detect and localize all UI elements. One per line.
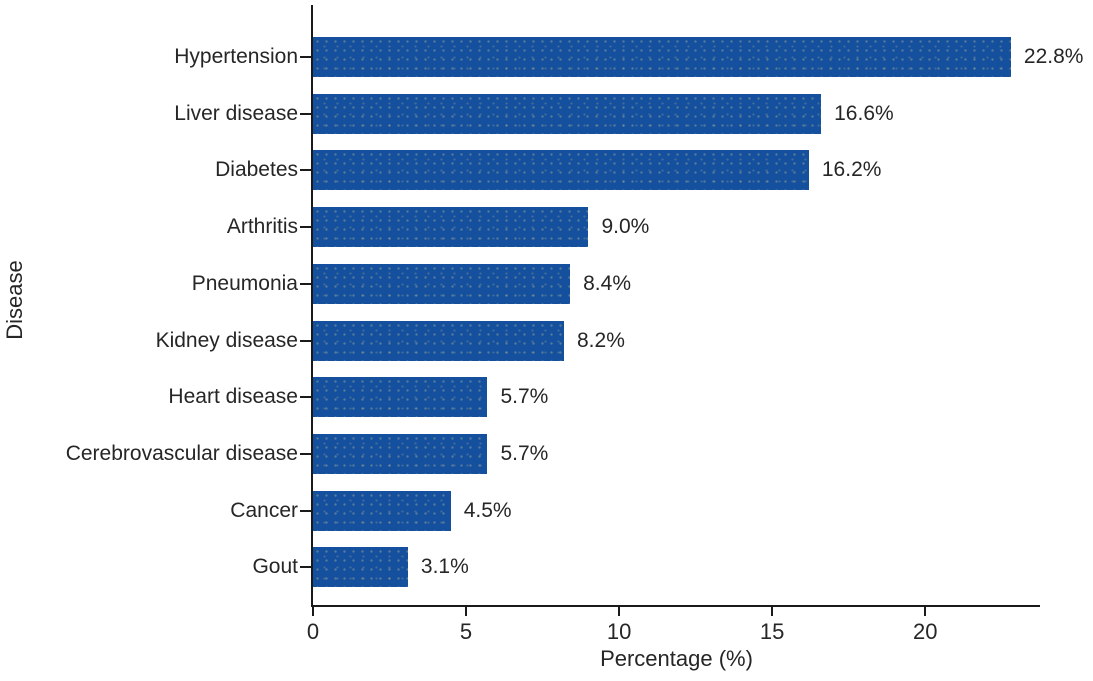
x-tick-label: 10 bbox=[606, 619, 632, 644]
value-label: 3.1% bbox=[420, 555, 469, 579]
bar bbox=[313, 150, 809, 191]
value-label: 4.5% bbox=[463, 498, 512, 522]
category-label: Kidney disease bbox=[155, 328, 298, 352]
x-tick bbox=[465, 607, 468, 616]
x-axis-line bbox=[311, 605, 1040, 607]
bar bbox=[313, 490, 451, 531]
value-label: 22.8% bbox=[1023, 45, 1084, 68]
bar bbox=[313, 207, 589, 248]
category-label: Cancer bbox=[230, 498, 298, 522]
y-tick bbox=[300, 566, 311, 569]
x-axis-title: Percentage (%) bbox=[600, 646, 753, 671]
category-label: Arthritis bbox=[226, 215, 298, 239]
y-tick bbox=[300, 56, 311, 58]
bar bbox=[313, 263, 571, 304]
category-label: Cerebrovascular disease bbox=[65, 441, 298, 465]
value-label: 5.7% bbox=[500, 441, 549, 465]
category-label: Liver disease bbox=[174, 101, 298, 125]
value-label: 8.4% bbox=[583, 271, 631, 295]
x-tick-label: 5 bbox=[459, 619, 473, 644]
bar bbox=[313, 433, 488, 474]
value-label: 16.2% bbox=[821, 158, 882, 182]
category-label: Gout bbox=[252, 555, 298, 579]
y-tick bbox=[300, 226, 311, 229]
x-tick bbox=[312, 607, 314, 616]
y-tick bbox=[300, 169, 311, 172]
category-label: Pneumonia bbox=[191, 271, 298, 295]
category-label: Diabetes bbox=[215, 158, 298, 182]
y-tick bbox=[300, 282, 311, 285]
value-label: 9.0% bbox=[601, 215, 650, 239]
x-tick bbox=[771, 607, 774, 616]
x-tick bbox=[924, 607, 927, 616]
value-label: 8.2% bbox=[577, 328, 625, 352]
bar bbox=[313, 547, 408, 588]
y-tick bbox=[300, 509, 311, 512]
y-tick bbox=[300, 452, 311, 455]
x-tick bbox=[618, 607, 621, 616]
y-axis-line bbox=[311, 5, 313, 607]
bar bbox=[313, 320, 564, 361]
category-label: Heart disease bbox=[168, 385, 298, 409]
bar bbox=[313, 377, 488, 418]
plot-area: Hypertension 22.8% Liver disease 16.6% Diabe… bbox=[66, 5, 1083, 644]
x-tick-label: 0 bbox=[306, 619, 320, 644]
bar bbox=[313, 37, 1011, 77]
value-label: 16.6% bbox=[834, 101, 894, 125]
y-tick bbox=[300, 396, 311, 399]
y-tick bbox=[300, 112, 311, 115]
y-tick bbox=[300, 339, 311, 342]
x-tick-label: 15 bbox=[759, 619, 785, 644]
x-tick-label: 20 bbox=[912, 619, 938, 644]
y-axis-title: Disease bbox=[2, 260, 27, 340]
value-label: 5.7% bbox=[500, 385, 549, 409]
bar bbox=[313, 93, 822, 134]
category-label: Hypertension bbox=[174, 45, 298, 68]
